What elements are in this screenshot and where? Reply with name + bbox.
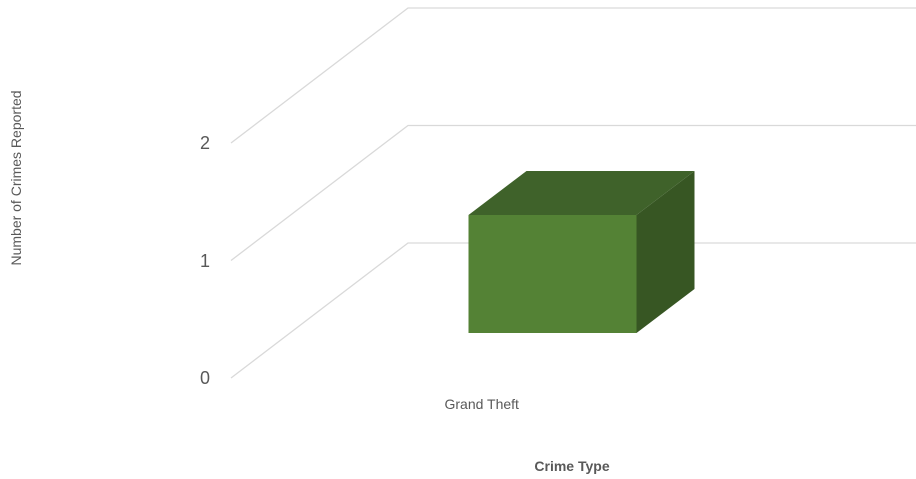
gridline-0 <box>230 242 916 379</box>
bar-0 <box>468 215 637 333</box>
y-tick-label: 0 <box>199 368 210 388</box>
y-axis-label-text: Number of Crimes Reported <box>8 90 24 266</box>
x-tick-label: Grand Theft <box>444 396 519 412</box>
y-tick-label: 2 <box>199 133 210 153</box>
bar-top-0 <box>468 171 695 215</box>
gridline-1 <box>230 124 916 262</box>
bar-side-0 <box>636 171 695 333</box>
y-tick-label: 1 <box>199 250 210 271</box>
gridline-2 <box>230 7 916 144</box>
x-axis-label: Crime Type <box>534 458 610 474</box>
